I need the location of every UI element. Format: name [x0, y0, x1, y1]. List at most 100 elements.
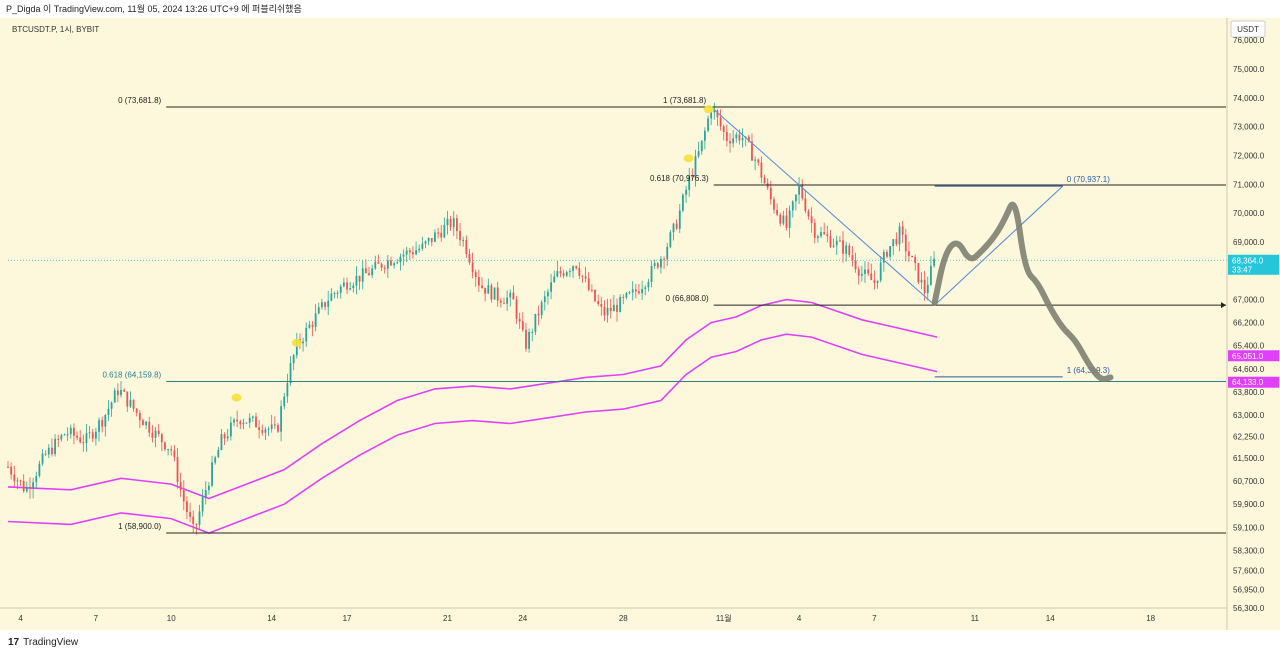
candle-body [94, 431, 97, 439]
fib-level-label: 0 (66,808.0) [666, 294, 709, 303]
tradingview-logo[interactable]: 17 TradingView [8, 637, 78, 648]
candle-body [876, 280, 879, 283]
candle-body [578, 268, 581, 276]
x-tick-label: 4 [18, 614, 23, 623]
candle-body [700, 140, 703, 152]
candle-body [32, 482, 35, 489]
candle-body [832, 245, 835, 247]
candle-body [98, 420, 100, 432]
candle-body [779, 214, 782, 224]
candle-body [719, 117, 722, 127]
candle-body [597, 301, 600, 304]
candle-body [923, 279, 926, 294]
candle-body [845, 245, 848, 254]
projection-drawing [931, 201, 1114, 383]
y-tick-label: 74,000.0 [1233, 94, 1265, 103]
candle-body [267, 428, 270, 430]
y-tick-label: 58,300.0 [1233, 546, 1265, 555]
candle-body [697, 151, 700, 157]
candle-body [616, 304, 618, 312]
candle-body [713, 110, 716, 113]
candle-body [757, 159, 760, 163]
candle-body [336, 292, 339, 294]
candle-body [895, 239, 898, 245]
candle-body [245, 422, 248, 424]
candle-body [590, 289, 593, 291]
candle-body [135, 408, 138, 413]
candle-body [525, 329, 527, 349]
symbol-label: BTCUSDT.P, 1시, BYBIT [12, 25, 99, 34]
candle-body [540, 302, 543, 316]
candle-body [484, 287, 487, 294]
envelope-lower-line [7, 333, 938, 534]
y-tick-label: 63,000.0 [1233, 411, 1265, 420]
candle-body [358, 275, 361, 282]
candle-body [66, 434, 69, 436]
candle-body [474, 272, 477, 278]
candle-body [848, 245, 851, 256]
y-tick-label: 56,300.0 [1233, 604, 1265, 613]
candle-body [851, 255, 854, 261]
candle-body [377, 261, 380, 264]
candle-body [619, 296, 622, 312]
candle-body [634, 289, 637, 292]
y-tick-label: 73,000.0 [1233, 123, 1265, 132]
candle-body [575, 266, 578, 269]
candle-body [192, 516, 195, 524]
candle-body [44, 453, 47, 455]
trend-line [710, 106, 936, 306]
y-tick-label: 67,000.0 [1233, 296, 1265, 305]
candle-body [186, 501, 188, 513]
fib-level-label: 0 (73,681.8) [118, 96, 161, 105]
x-tick-label: 14 [267, 614, 276, 623]
candle-body [13, 474, 16, 482]
candle-body [25, 486, 28, 492]
candle-body [795, 194, 797, 202]
candle-body [838, 240, 841, 242]
candle-body [132, 399, 135, 409]
candle-body [258, 427, 261, 430]
candle-body [854, 260, 857, 270]
candle-body [223, 434, 226, 439]
candle-body [239, 421, 242, 425]
chart-area[interactable]: BTCUSDT.P, 1시, BYBIT USDT 76,000.0 75,000.0… [0, 18, 1280, 630]
candle-body [638, 291, 640, 294]
candle-body [732, 138, 735, 144]
candle-body [383, 267, 386, 269]
candle-body [465, 240, 468, 255]
price-chart[interactable]: BTCUSDT.P, 1시, BYBIT USDT 76,000.0 75,000.0… [0, 18, 1280, 630]
candle-body [506, 297, 509, 304]
candle-body [462, 240, 465, 242]
highlight-mark [703, 105, 714, 114]
candle-body [189, 512, 191, 517]
candle-body [898, 226, 901, 245]
candle-body [273, 424, 276, 426]
highlight-mark [231, 393, 242, 402]
candle-body [182, 490, 185, 502]
candle-body [688, 175, 691, 190]
candle-body [628, 292, 631, 294]
candle-body [148, 421, 151, 433]
candle-body [477, 277, 480, 286]
candle-body [666, 246, 669, 260]
x-tick-label: 28 [619, 614, 628, 623]
candle-body [176, 457, 179, 482]
plot-background [0, 18, 1227, 630]
candle-body [694, 156, 697, 177]
candle-body [515, 299, 518, 319]
y-tick-label: 60,700.0 [1233, 477, 1265, 486]
candle-body [179, 481, 182, 491]
candle-body [562, 273, 565, 276]
candle-body [503, 302, 505, 304]
candle-body [374, 261, 377, 269]
candle-body [424, 241, 427, 244]
candle-body [91, 432, 94, 439]
candle-body [211, 462, 213, 486]
candle-body [47, 447, 50, 455]
candle-body [321, 302, 323, 308]
candle-body [195, 523, 198, 525]
candle-body [543, 296, 546, 303]
candle-body [280, 406, 283, 432]
candle-body [286, 383, 289, 397]
candle-body [104, 415, 107, 427]
